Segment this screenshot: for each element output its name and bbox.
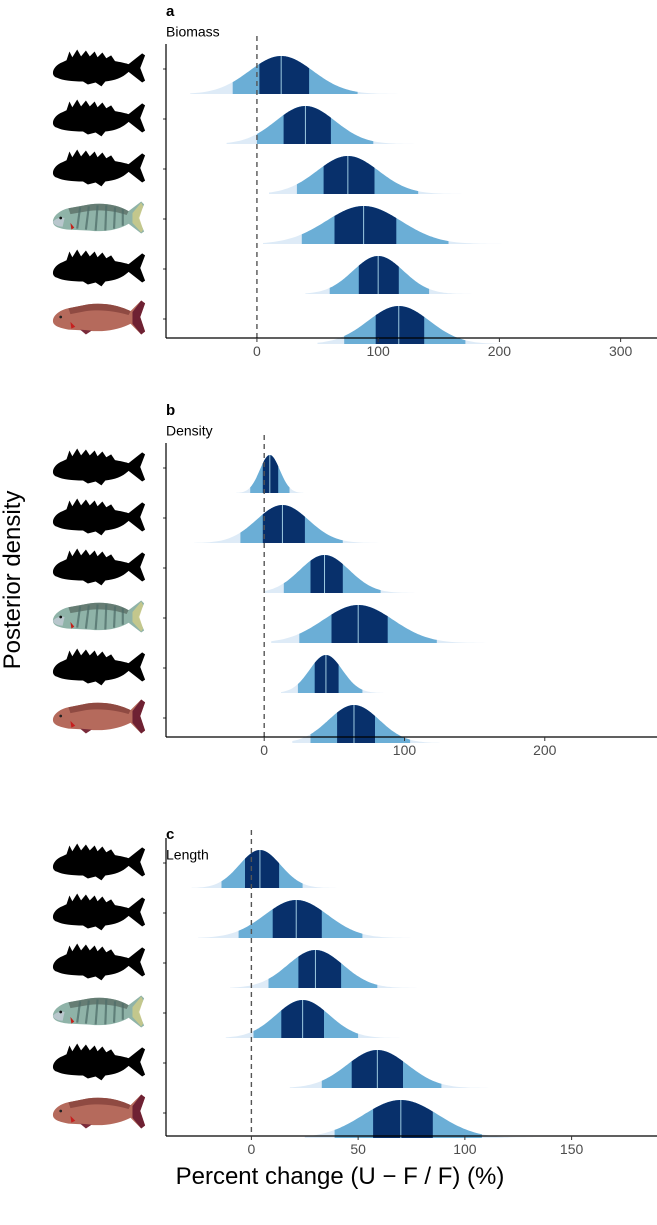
red-snapper-icon	[52, 699, 146, 734]
x-tick-label: 150	[560, 1141, 584, 1157]
x-axis-title: Percent change (U − F / F) (%)	[176, 1163, 505, 1190]
ridge-row-2	[52, 893, 412, 938]
ridge-row-3	[52, 548, 440, 593]
silhouette-fish-icon	[52, 249, 146, 287]
x-tick-label: 0	[260, 742, 268, 758]
striped-fish-icon	[51, 200, 146, 235]
ridge-row-2	[52, 498, 503, 543]
silhouette-fish-icon	[52, 893, 146, 931]
ridge-row-1	[52, 49, 439, 94]
ridge-row-4	[51, 599, 517, 643]
credible-interval-50	[259, 56, 310, 94]
silhouette-fish-icon	[52, 448, 146, 486]
ridge-row-1	[52, 843, 363, 888]
credible-interval-50	[375, 306, 425, 344]
credible-interval-50	[262, 455, 279, 493]
credible-interval-50	[283, 106, 331, 144]
credible-interval-50	[245, 850, 280, 888]
credible-interval-50	[334, 206, 397, 244]
x-tick-label: 100	[393, 742, 417, 758]
panel-letter: c	[166, 826, 174, 843]
credible-interval-50	[323, 156, 375, 194]
credible-interval-50	[331, 605, 388, 643]
ridge-row-4	[51, 994, 406, 1038]
red-snapper-icon	[52, 300, 146, 335]
panel-c: c Length 0 50 100 150	[51, 826, 657, 1157]
x-tick-label: 50	[350, 1141, 366, 1157]
striped-fish-icon	[51, 599, 146, 634]
x-tick-label: 100	[366, 343, 390, 359]
credible-interval-50	[337, 705, 375, 743]
x-tick-label: 200	[488, 343, 512, 359]
ridge-row-1	[52, 448, 304, 493]
panel-b: b Density 0 100 200	[51, 402, 657, 758]
credible-interval-50	[262, 505, 305, 543]
credible-interval-50	[314, 655, 339, 693]
ridge-row-2	[52, 99, 439, 144]
credible-interval-50	[373, 1100, 433, 1138]
ridge-row-6	[52, 300, 518, 344]
panel-title: Length	[166, 847, 209, 863]
ridge-row-5	[52, 648, 384, 693]
red-snapper-icon	[52, 1094, 146, 1129]
ridge-row-6	[52, 699, 440, 743]
panel-a: a Biomass 0 100 200 300	[51, 3, 657, 359]
panel-letter: b	[166, 402, 175, 419]
panel-title: Biomass	[166, 24, 220, 40]
silhouette-fish-icon	[52, 99, 146, 137]
credible-interval-50	[272, 900, 322, 938]
x-tick-label: 0	[247, 1141, 255, 1157]
y-axis-title: Posterior density	[0, 491, 26, 670]
panel-letter: a	[166, 3, 175, 20]
ridge-row-4	[51, 200, 554, 244]
density-tail	[194, 505, 503, 543]
silhouette-fish-icon	[52, 548, 146, 586]
silhouette-fish-icon	[52, 149, 146, 187]
ridge-row-5	[52, 1043, 497, 1088]
ridge-row-3	[52, 943, 433, 988]
x-tick-label: 0	[253, 343, 261, 359]
ridge-row-6	[52, 1094, 534, 1138]
x-tick-label: 200	[533, 742, 557, 758]
striped-fish-icon	[51, 994, 146, 1029]
panel-title: Density	[166, 423, 213, 439]
x-tick-label: 100	[453, 1141, 477, 1157]
silhouette-fish-icon	[52, 843, 146, 881]
credible-interval-50	[310, 555, 343, 593]
ridge-row-3	[52, 149, 476, 194]
silhouette-fish-icon	[52, 943, 146, 981]
silhouette-fish-icon	[52, 648, 146, 686]
credible-interval-50	[298, 950, 342, 988]
credible-interval-50	[358, 256, 399, 294]
ridge-row-5	[52, 249, 482, 294]
x-tick-label: 300	[609, 343, 633, 359]
silhouette-fish-icon	[52, 1043, 146, 1081]
silhouette-fish-icon	[52, 49, 146, 87]
silhouette-fish-icon	[52, 498, 146, 536]
